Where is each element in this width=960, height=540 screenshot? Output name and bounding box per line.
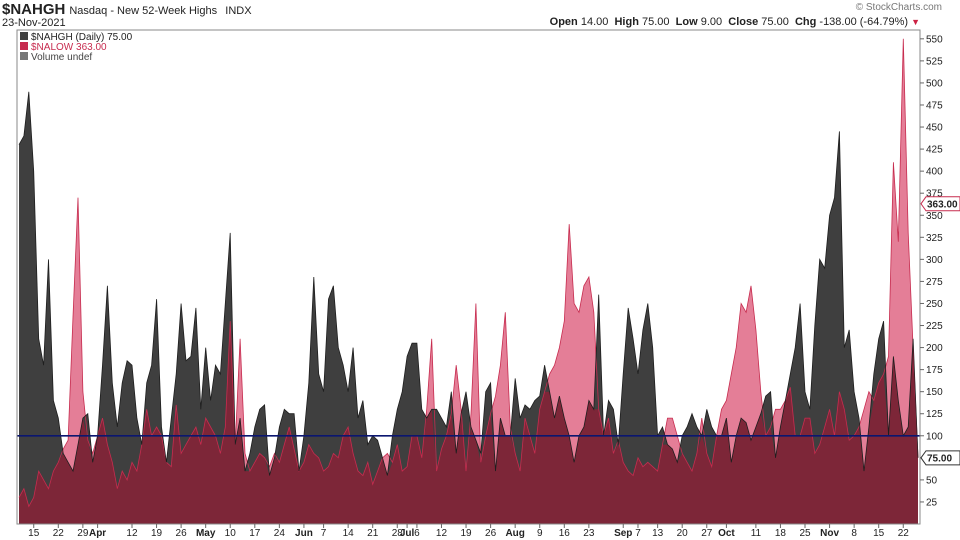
x-tick-label: 24 — [274, 528, 286, 539]
x-tick-label: 22 — [898, 528, 910, 539]
low-label: Low — [675, 16, 698, 28]
ohlc-readout: Open 14.00 High 75.00 Low 9.00 Close 75.… — [550, 16, 920, 28]
y-tick-label: 325 — [926, 233, 943, 244]
y-tick-label: 525 — [926, 56, 943, 67]
legend-swatch-volume — [20, 52, 28, 60]
symbol-description: Nasdaq - New 52-Week Highs — [69, 5, 218, 17]
y-tick-label: 100 — [926, 431, 943, 442]
nalow-last-label: 363.00 — [927, 199, 958, 210]
nalow-line — [18, 38, 919, 508]
y-tick-label: 500 — [926, 78, 943, 89]
x-tick-label: 13 — [652, 528, 664, 539]
x-tick-label: 7 — [321, 528, 327, 539]
chart-title: $NAHGH Nasdaq - New 52-Week Highs INDX — [2, 1, 252, 18]
y-tick-label: 375 — [926, 189, 943, 200]
y-tick-label: 400 — [926, 167, 943, 178]
y-tick-label: 200 — [926, 343, 943, 354]
chg-label: Chg — [794, 16, 817, 28]
exchange: INDX — [225, 5, 252, 17]
x-tick-label: 21 — [367, 528, 379, 539]
x-tick-label: 29 — [77, 528, 89, 539]
nahgh-last-label: 75.00 — [927, 453, 952, 464]
nahgh-line — [18, 91, 919, 476]
x-tick-label: 26 — [485, 528, 497, 539]
x-tick-label: 18 — [775, 528, 787, 539]
x-tick-label: 16 — [559, 528, 571, 539]
legend-volume: Volume undef — [31, 52, 92, 63]
chart-date: 23-Nov-2021 — [2, 17, 66, 29]
high-label: High — [614, 16, 639, 28]
last-value-nalow: 363.00 — [920, 196, 960, 212]
open-value: 14.00 — [580, 16, 609, 28]
series-areas — [18, 38, 919, 524]
down-triangle-icon: ▼ — [911, 17, 920, 27]
x-tick-label: 28 — [392, 528, 404, 539]
x-tick-label: 12 — [436, 528, 448, 539]
chg-value: -138.00 (-64.79%) — [819, 16, 909, 28]
legend-swatch-nalow — [20, 42, 28, 50]
x-tick-label: 14 — [343, 528, 355, 539]
brand-watermark: © StockCharts.com — [855, 2, 942, 13]
y-tick-label: 50 — [926, 475, 938, 486]
plot-border — [16, 29, 921, 525]
y-tick-label: 350 — [926, 211, 943, 222]
high-value: 75.00 — [642, 16, 670, 28]
y-tick-label: 300 — [926, 255, 943, 266]
close-value: 75.00 — [761, 16, 789, 28]
x-tick-label: 17 — [249, 528, 261, 539]
y-tick-label: 550 — [926, 34, 943, 45]
last-value-nahgh: 75.00 — [920, 450, 960, 466]
x-tick-label: Nov — [820, 528, 839, 539]
x-tick-label: 23 — [583, 528, 595, 539]
x-tick-label: 22 — [53, 528, 65, 539]
symbol: $NAHGH — [2, 1, 66, 18]
y-tick-label: 275 — [926, 277, 943, 288]
x-tick-label: 10 — [225, 528, 237, 539]
legend-nahgh: $NAHGH (Daily) 75.00 — [31, 32, 133, 43]
x-tick-label: Oct — [718, 528, 735, 539]
y-tick-label: 475 — [926, 100, 943, 111]
x-tick-label: 19 — [151, 528, 163, 539]
x-tick-label: Jun — [295, 528, 313, 539]
x-tick-label: 7 — [635, 528, 641, 539]
x-tick-label: 6 — [414, 528, 420, 539]
x-tick-label: 26 — [176, 528, 188, 539]
y-tick-label: 150 — [926, 387, 943, 398]
close-label: Close — [728, 16, 759, 28]
x-tick-label: 8 — [851, 528, 857, 539]
legend: $NAHGH (Daily) 75.00 $NALOW 363.00 Volum… — [20, 32, 133, 63]
x-tick-label: Aug — [505, 528, 524, 539]
x-tick-label: 9 — [537, 528, 543, 539]
y-tick-label: 125 — [926, 409, 943, 420]
legend-swatch-nahgh — [20, 32, 28, 40]
low-value: 9.00 — [700, 16, 723, 28]
legend-nalow: $NALOW 363.00 — [31, 42, 107, 53]
y-tick-label: 250 — [926, 299, 943, 310]
x-tick-label: 11 — [751, 528, 762, 539]
chart-header: $NAHGH Nasdaq - New 52-Week Highs INDX 23… — [0, 0, 960, 30]
x-tick-label: 27 — [701, 528, 713, 539]
y-tick-label: 450 — [926, 123, 943, 134]
x-tick-label: 20 — [677, 528, 689, 539]
x-tick-label: 25 — [799, 528, 811, 539]
x-tick-label: May — [196, 528, 216, 539]
x-tick-label: 15 — [28, 528, 40, 539]
y-tick-label: 25 — [926, 497, 938, 508]
nalow-tag-arrow — [920, 196, 960, 212]
y-axis: 2550751001251501752002252502753003253503… — [920, 34, 943, 508]
x-tick-label: Sep — [614, 528, 632, 539]
overlap-area — [19, 321, 918, 524]
x-tick-label: 15 — [873, 528, 885, 539]
y-tick-label: 175 — [926, 365, 943, 376]
x-tick-label: 12 — [126, 528, 138, 539]
y-tick-label: 225 — [926, 321, 943, 332]
x-tick-label: Jul — [400, 528, 415, 539]
nahgh-tag-arrow — [920, 450, 960, 466]
x-tick-label: Apr — [89, 528, 106, 539]
x-tick-label: 19 — [460, 528, 472, 539]
y-tick-label: 425 — [926, 145, 943, 156]
open-label: Open — [549, 16, 578, 28]
